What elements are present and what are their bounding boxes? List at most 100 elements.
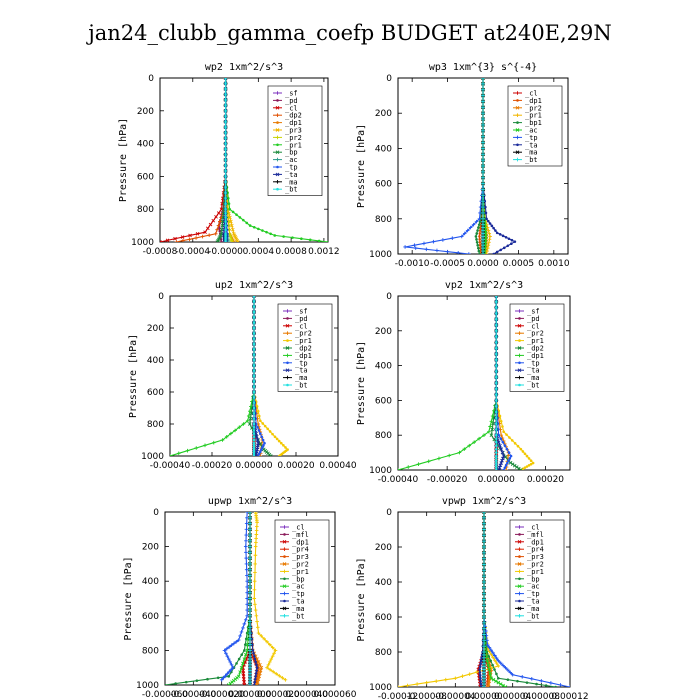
data-point: [233, 428, 237, 433]
data-point: [481, 193, 485, 198]
series-group: [398, 512, 570, 687]
data-point: [482, 638, 486, 643]
y-tick-label: 200: [142, 543, 159, 553]
legend-label: _pd: [285, 97, 298, 105]
data-point: [485, 225, 490, 230]
data-point: [253, 680, 257, 684]
legend-label: _ta: [285, 171, 298, 179]
data-point: [485, 246, 490, 250]
data-point: [477, 223, 481, 226]
data-point: [479, 226, 482, 229]
legend-marker: [518, 533, 521, 536]
data-point: [492, 653, 497, 658]
data-point: [487, 240, 491, 245]
legend-marker: [285, 353, 290, 358]
y-axis-label: Pressure [hPa]: [356, 124, 367, 208]
data-point: [252, 588, 257, 592]
data-point: [248, 590, 252, 595]
data-point: [229, 667, 233, 672]
data-point: [498, 443, 502, 448]
data-point: [206, 677, 209, 681]
data-point: [224, 104, 227, 107]
x-tick-label: 0.00000: [478, 475, 515, 485]
data-point: [271, 669, 275, 674]
data-point: [494, 404, 498, 408]
legend-marker: [515, 91, 520, 95]
x-tick-label: -0.00020: [192, 461, 233, 471]
data-point: [252, 417, 256, 420]
data-point: [257, 227, 260, 231]
data-point: [478, 674, 482, 677]
legend-marker: [285, 368, 290, 373]
data-point: [254, 536, 258, 541]
legend-label: _pr1: [285, 141, 302, 149]
legend-label: _ac: [525, 127, 538, 135]
legend-marker: [282, 591, 287, 596]
data-point: [525, 465, 529, 468]
data-point: [494, 341, 498, 344]
data-point: [232, 641, 236, 646]
data-point: [416, 462, 421, 466]
data-point: [240, 653, 244, 657]
data-point: [489, 648, 493, 653]
data-point: [261, 422, 265, 425]
data-point: [223, 78, 228, 80]
data-point: [224, 186, 227, 189]
data-point: [488, 234, 492, 239]
legend-marker: [276, 99, 279, 102]
data-point: [266, 663, 271, 667]
data-point: [495, 250, 499, 254]
data-point: [488, 424, 492, 429]
data-point: [496, 680, 501, 685]
legend-label: _cl: [285, 104, 298, 112]
data-point: [527, 457, 531, 460]
data-point: [255, 657, 259, 661]
x-tick-label: 0.000000: [229, 690, 272, 700]
data-point: [268, 660, 272, 664]
data-point: [481, 111, 485, 115]
data-point: [486, 663, 491, 667]
data-point: [494, 444, 498, 447]
data-point: [403, 245, 407, 249]
data-point: [434, 679, 439, 683]
panel-6: vpwp 1xm^2/s^3 Pressure [hPa] 0 200 400 600 80…: [356, 496, 589, 700]
series-bt: [224, 78, 227, 242]
data-point: [253, 608, 258, 612]
data-point: [456, 251, 461, 254]
legend-marker: [518, 577, 521, 581]
data-point: [252, 342, 256, 346]
y-tick-label: 800: [375, 215, 392, 225]
y-tick-label: 0: [158, 292, 164, 302]
legend-label: _tp: [527, 359, 540, 367]
legend-marker: [275, 157, 280, 162]
data-point: [243, 544, 248, 549]
legend-marker: [517, 614, 522, 618]
x-tick-label: -0.00040: [150, 461, 191, 471]
data-point: [255, 524, 259, 529]
legend-marker: [282, 562, 287, 566]
x-tick-label: -0.0010: [395, 259, 430, 269]
data-point: [220, 438, 225, 442]
data-point: [194, 236, 198, 240]
legend-label: _pr1: [525, 112, 542, 120]
legend-marker: [285, 375, 290, 380]
data-point: [211, 218, 216, 223]
data-point: [253, 677, 257, 681]
data-point: [239, 630, 244, 634]
data-point: [237, 657, 241, 661]
data-point: [243, 660, 248, 664]
legend-label: _bt: [285, 186, 298, 194]
legend-label: _bp: [527, 575, 540, 583]
panel-title: wp3 1xm^{3} s^{-4}: [429, 62, 537, 73]
data-point: [481, 146, 485, 151]
legend-label: _ma: [527, 605, 540, 613]
data-point: [221, 675, 226, 680]
legend-marker: [518, 317, 521, 320]
data-point: [173, 236, 177, 241]
data-point: [481, 117, 485, 121]
y-tick-label: 400: [375, 144, 392, 154]
data-point: [226, 683, 231, 685]
data-point: [238, 216, 242, 219]
data-point: [261, 229, 264, 232]
legend-label: _pr1: [527, 337, 544, 345]
